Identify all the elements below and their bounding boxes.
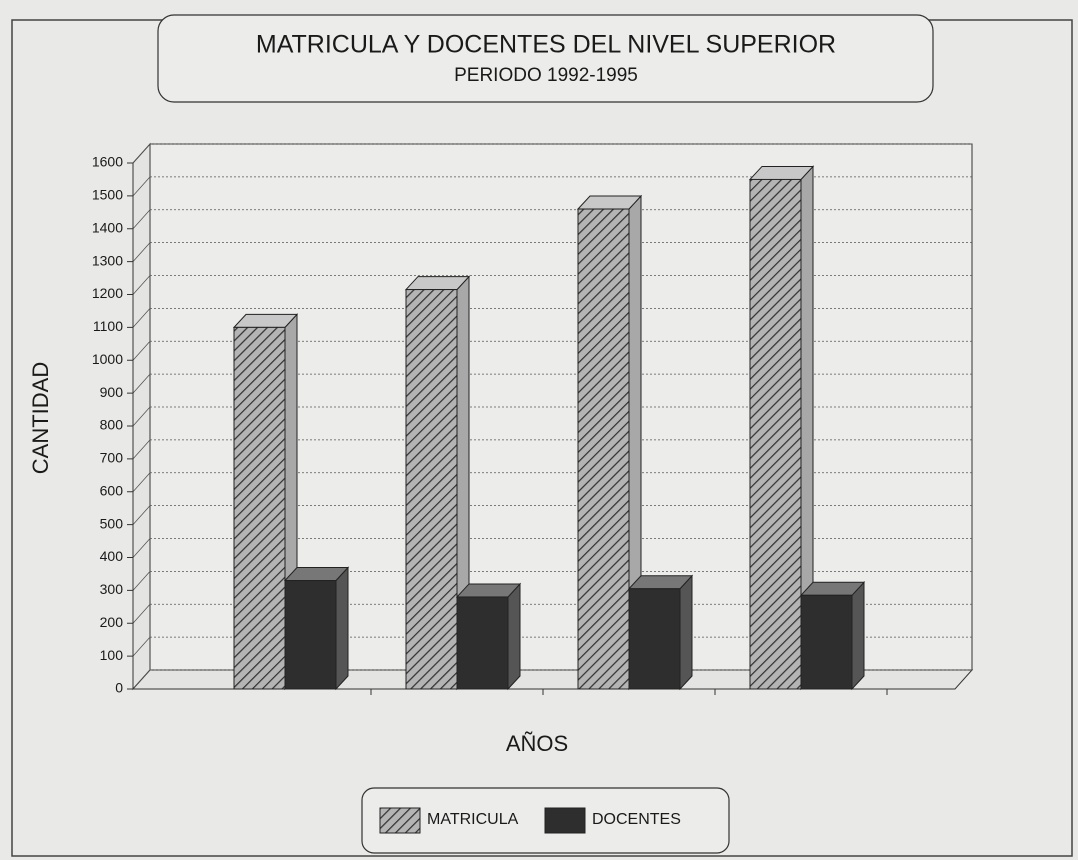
bar-side <box>679 574 693 691</box>
grid-line <box>132 308 151 328</box>
bar-front <box>577 208 630 690</box>
grid-line <box>132 439 151 460</box>
legend-label: DOCENTES <box>592 811 681 828</box>
bar <box>283 566 350 691</box>
grid-line <box>132 406 151 427</box>
grid-line <box>132 340 151 361</box>
bar <box>455 582 522 691</box>
y-tick-label: 300 <box>100 581 124 597</box>
y-tick-label: 800 <box>100 417 124 433</box>
y-tick-label: 1600 <box>92 154 123 170</box>
y-axis-label: CANTIDAD <box>28 362 53 474</box>
y-tick-label: 900 <box>100 384 124 400</box>
grid-line <box>132 636 151 657</box>
grid-line <box>132 209 151 230</box>
grid-line <box>132 143 151 164</box>
grid-line <box>132 176 151 197</box>
chart-title: MATRICULA Y DOCENTES DEL NIVEL SUPERIOR <box>256 31 836 59</box>
bar-front <box>628 588 681 690</box>
bar <box>404 275 471 691</box>
grid-line <box>132 242 151 262</box>
y-tick-label: 1500 <box>92 187 123 203</box>
y-tick-label: 1100 <box>93 318 123 334</box>
y-tick-label: 400 <box>100 548 124 564</box>
legend-swatch <box>544 807 586 834</box>
x-axis-label: AÑOS <box>506 731 568 756</box>
y-tick-label: 100 <box>100 647 124 663</box>
bar <box>748 165 815 691</box>
bar <box>627 574 694 691</box>
legend-swatch <box>379 807 421 834</box>
y-tick-label: 1200 <box>92 285 123 301</box>
grid-line <box>132 505 151 525</box>
y-tick-label: 1300 <box>92 252 123 268</box>
grid-line <box>132 669 151 690</box>
bar-side <box>335 566 349 691</box>
title-box <box>157 14 934 103</box>
bar-front <box>405 289 458 690</box>
grid-line <box>132 538 151 558</box>
grid-line <box>132 275 151 295</box>
grid-line <box>132 373 151 394</box>
y-tick-label: 1400 <box>92 219 123 235</box>
bar <box>799 581 866 691</box>
grid-line <box>132 472 151 493</box>
bar-front <box>284 580 337 690</box>
y-tick-label: 600 <box>100 482 124 498</box>
y-tick-label: 500 <box>100 515 124 531</box>
bar-front <box>456 596 509 690</box>
chart-subtitle: PERIODO 1992-1995 <box>454 65 638 86</box>
y-tick-label: 700 <box>100 450 124 466</box>
bar-side <box>851 581 865 691</box>
y-tick-label: 200 <box>100 614 124 630</box>
y-tick-label: 0 <box>115 680 123 696</box>
bar-front <box>800 594 853 690</box>
bar-front <box>749 178 802 690</box>
y-tick-label: 1000 <box>92 351 123 367</box>
grid-line <box>132 571 151 591</box>
bar-side <box>507 582 521 691</box>
bar <box>576 194 643 691</box>
bar-front <box>233 326 286 690</box>
grid-line <box>132 603 151 624</box>
legend-label: MATRICULA <box>427 811 519 828</box>
